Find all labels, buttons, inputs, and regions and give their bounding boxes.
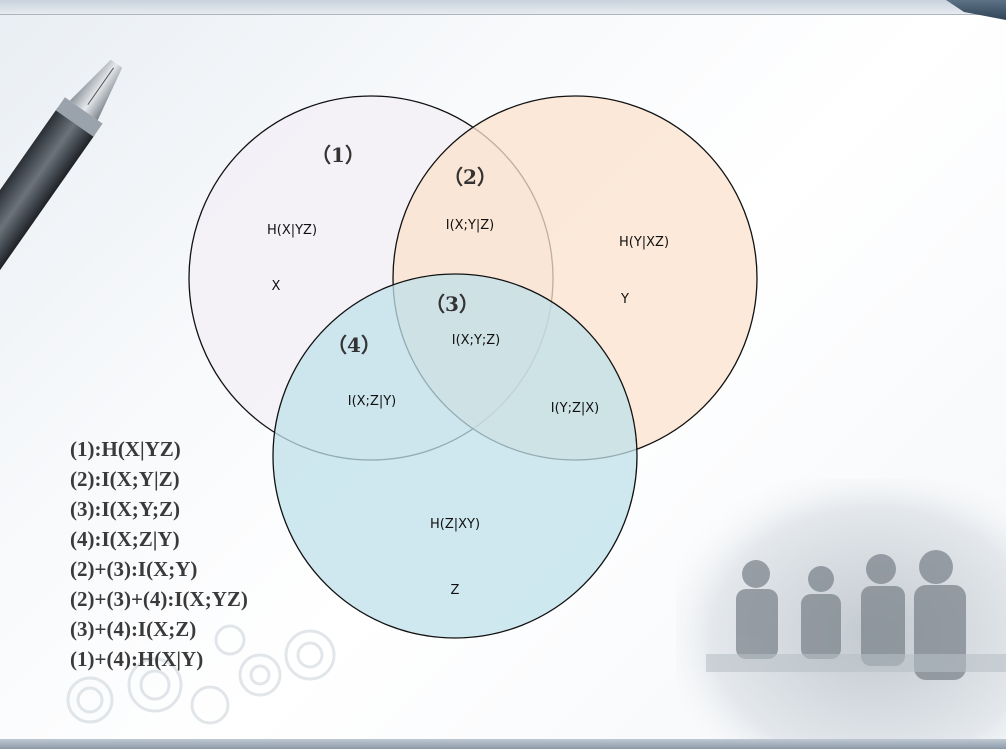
legend-item: (1):H(X|YZ)	[70, 437, 181, 461]
legend-item: (3):I(X;Y;Z)	[70, 497, 181, 521]
legend-item: (2)+(3):I(X;Y)	[70, 557, 198, 581]
business-meeting-photo	[676, 479, 1006, 739]
region-number-3: （3）	[425, 292, 479, 316]
label-i-xy-given-z: I(X;Y|Z)	[446, 218, 495, 233]
legend-item: (2):I(X;Y|Z)	[70, 467, 180, 491]
label-h-y-given-xz: H(Y|XZ)	[619, 235, 669, 250]
legend-item: (1)+(4):H(X|Y)	[70, 647, 204, 671]
decorative-circles	[66, 624, 336, 725]
label-x: X	[272, 279, 281, 294]
region-number-1: （1）	[311, 143, 365, 167]
label-i-xz-given-y: I(X;Z|Y)	[348, 394, 397, 409]
top-border-bar	[0, 0, 1006, 15]
region-number-4: （4）	[327, 333, 381, 357]
fountain-pen-image	[0, 59, 123, 270]
label-i-xyz: I(X;Y;Z)	[452, 333, 501, 348]
label-y: Y	[620, 292, 629, 307]
bottom-border-bar	[0, 739, 1006, 749]
label-h-x-given-yz: H(X|YZ)	[267, 223, 317, 238]
label-h-z-given-xy: H(Z|XY)	[430, 517, 480, 532]
legend-item: (2)+(3)+(4):I(X;YZ)	[70, 587, 248, 611]
label-z: Z	[451, 583, 460, 598]
legend-item: (4):I(X;Z|Y)	[70, 527, 180, 551]
circle-z	[272, 273, 638, 639]
label-i-yz-given-x: I(Y;Z|X)	[551, 401, 600, 416]
region-number-2: （2）	[443, 165, 497, 189]
legend-list: (1):H(X|YZ) (2):I(X;Y|Z) (3):I(X;Y;Z) (4…	[70, 434, 248, 674]
legend-item: (3)+(4):I(X;Z)	[70, 617, 197, 641]
